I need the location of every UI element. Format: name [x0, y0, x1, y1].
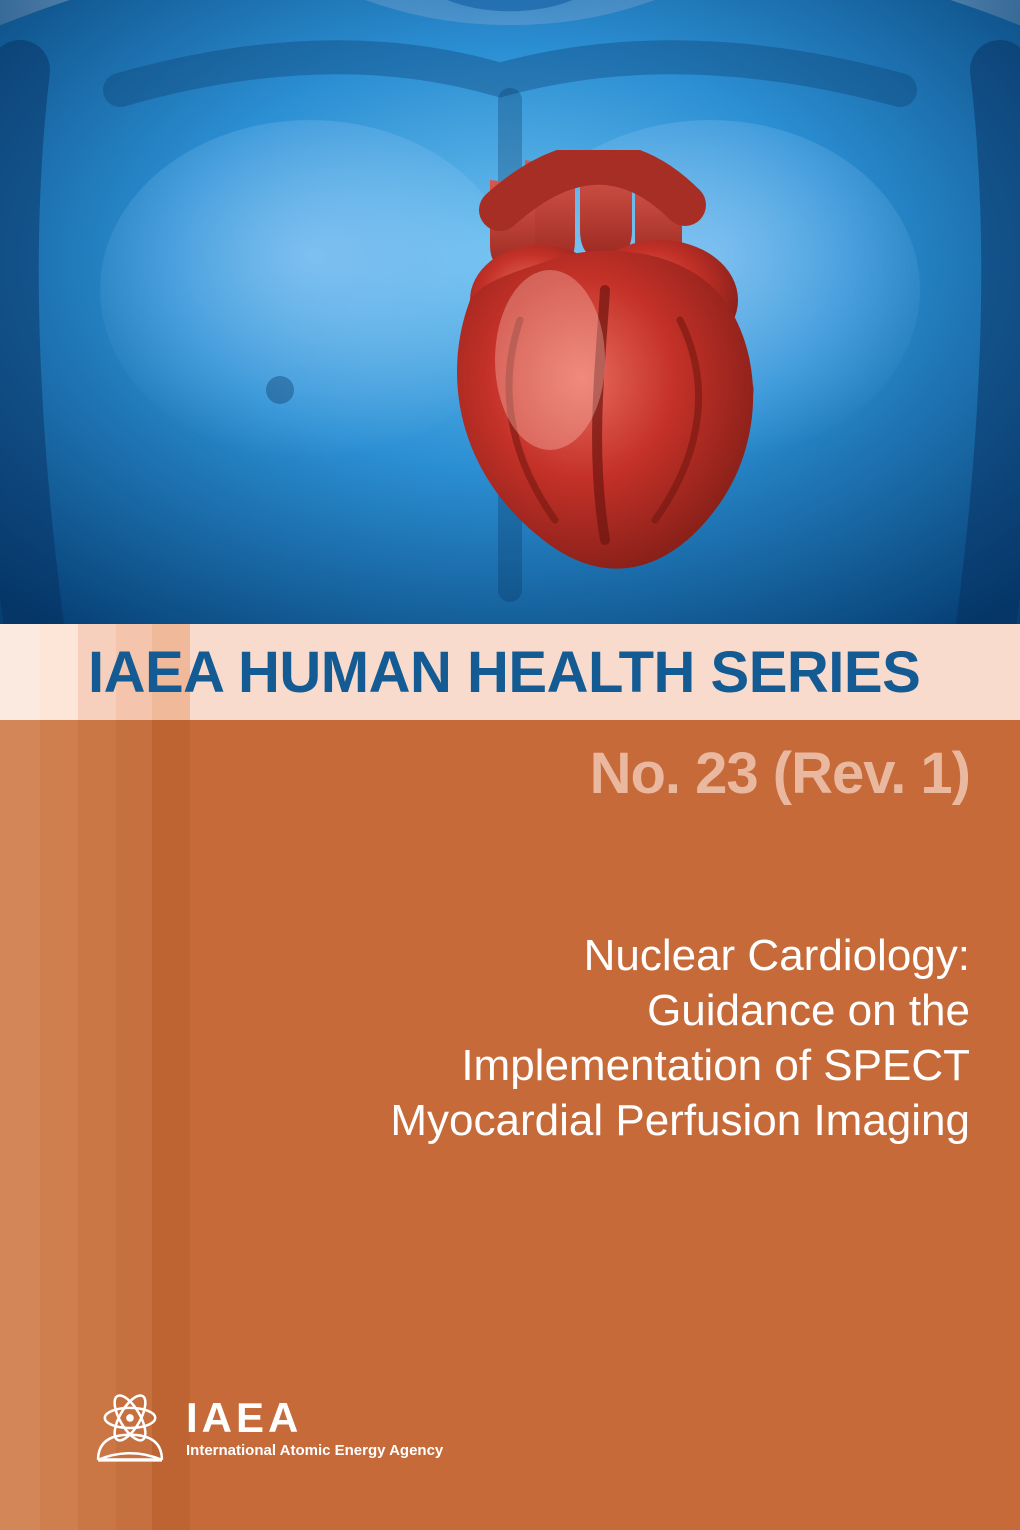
series-title: IAEA HUMAN HEALTH SERIES: [0, 639, 920, 706]
issue-number: No. 23 (Rev. 1): [590, 740, 970, 807]
document-title: Nuclear Cardiology: Guidance on the Impl…: [390, 928, 970, 1148]
title-line: Nuclear Cardiology:: [390, 928, 970, 983]
title-line: Guidance on the: [390, 983, 970, 1038]
series-title-bar: IAEA HUMAN HEALTH SERIES: [0, 624, 1020, 720]
lower-panel: No. 23 (Rev. 1) Nuclear Cardiology: Guid…: [0, 720, 1020, 1530]
iaea-logo-icon: [88, 1386, 172, 1470]
logo-fullname: International Atomic Energy Agency: [186, 1442, 443, 1459]
heart-illustration: [430, 150, 770, 580]
hero-image: [0, 0, 1020, 624]
title-line: Implementation of SPECT: [390, 1038, 970, 1093]
logo-acronym: IAEA: [186, 1397, 443, 1439]
title-line: Myocardial Perfusion Imaging: [390, 1093, 970, 1148]
iaea-logo: IAEA International Atomic Energy Agency: [88, 1386, 443, 1470]
stripe: [40, 720, 78, 1530]
stripe: [0, 720, 40, 1530]
